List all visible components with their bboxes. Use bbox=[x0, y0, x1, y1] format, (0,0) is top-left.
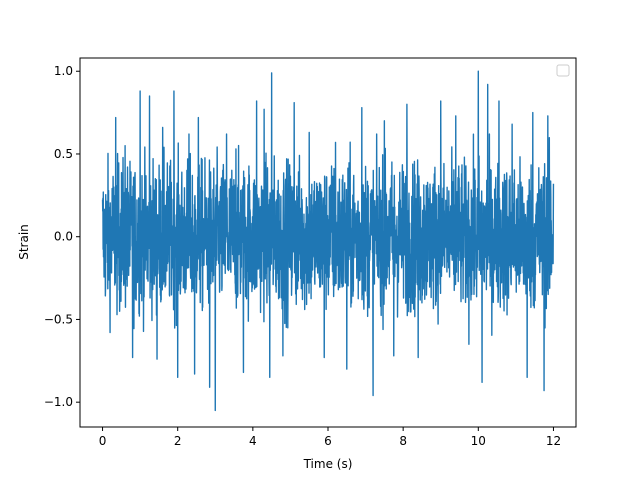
x-tick-label: 8 bbox=[399, 434, 407, 448]
y-tick-label: 0.0 bbox=[54, 230, 73, 244]
x-tick-label: 4 bbox=[249, 434, 257, 448]
x-tick-label: 0 bbox=[99, 434, 107, 448]
y-tick-label: −1.0 bbox=[44, 395, 73, 409]
series-strain bbox=[101, 70, 555, 412]
series-line-strain bbox=[101, 70, 555, 412]
x-tick-label: 12 bbox=[546, 434, 561, 448]
plot-area bbox=[101, 70, 555, 412]
y-tick-label: 1.0 bbox=[54, 64, 73, 78]
x-tick-label: 6 bbox=[324, 434, 332, 448]
y-axis-label: Strain bbox=[17, 224, 31, 260]
x-tick-label: 10 bbox=[471, 434, 486, 448]
x-tick-label: 2 bbox=[174, 434, 182, 448]
legend-box bbox=[556, 64, 570, 77]
y-tick-label: 0.5 bbox=[54, 147, 73, 161]
x-axis-label: Time (s) bbox=[303, 457, 353, 471]
y-axis: −1.0 −0.5 0.0 0.5 1.0 bbox=[44, 64, 80, 409]
y-tick-label: −0.5 bbox=[44, 312, 73, 326]
x-axis: 0 2 4 6 8 10 12 bbox=[99, 427, 561, 448]
